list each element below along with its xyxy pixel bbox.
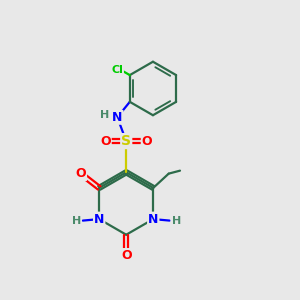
Text: O: O	[76, 167, 86, 180]
Text: Cl: Cl	[111, 65, 123, 76]
Text: N: N	[148, 213, 158, 226]
Text: N: N	[94, 213, 104, 226]
Text: S: S	[121, 134, 131, 148]
Text: H: H	[172, 216, 181, 226]
Text: N: N	[112, 111, 122, 124]
Text: O: O	[142, 135, 152, 148]
Text: O: O	[121, 249, 131, 262]
Text: O: O	[100, 135, 111, 148]
Text: H: H	[100, 110, 110, 120]
Text: H: H	[72, 216, 81, 226]
